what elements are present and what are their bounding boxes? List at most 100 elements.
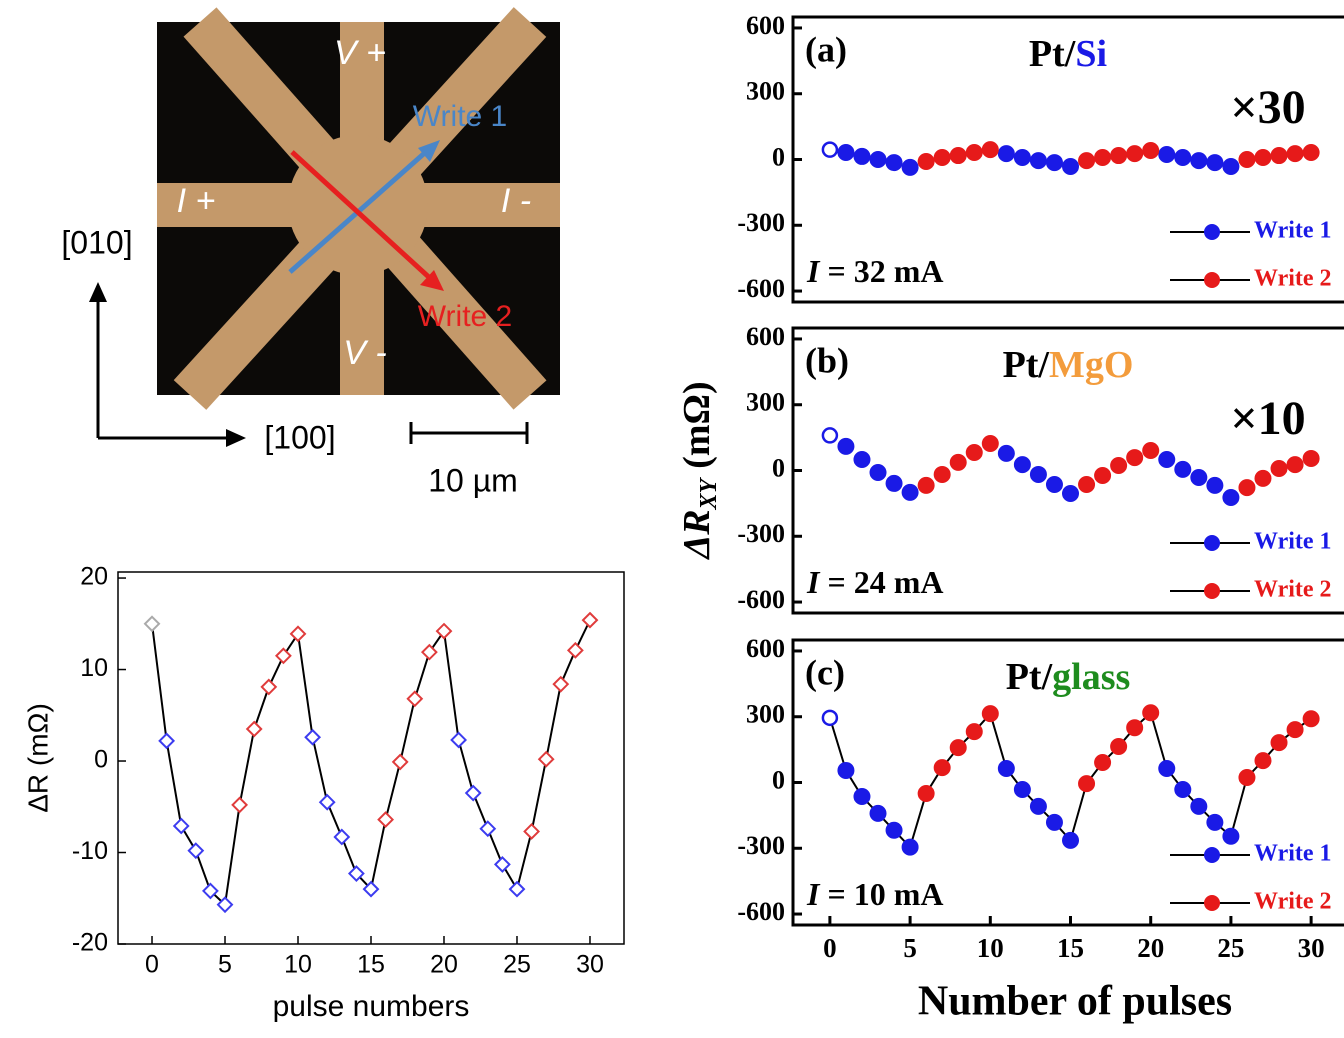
- panel-label: (a): [805, 29, 847, 69]
- data-point: [1127, 720, 1143, 736]
- x-tick-label: 10: [284, 951, 312, 979]
- data-point: [1127, 450, 1143, 466]
- data-point: [982, 142, 998, 158]
- data-point: [870, 464, 886, 480]
- y-tick-label: 0: [772, 453, 785, 482]
- y-tick-label: 0: [94, 746, 108, 774]
- data-point: [262, 680, 276, 694]
- data-point: [1111, 148, 1127, 164]
- legend-marker: [1204, 224, 1220, 240]
- data-point: [1239, 152, 1255, 168]
- y-tick-label: 300: [746, 77, 785, 106]
- current-label: I= 32 mA: [806, 253, 943, 289]
- y-tick-label: 0: [772, 142, 785, 171]
- x-axis-label: pulse numbers: [273, 990, 470, 1023]
- data-point: [1159, 452, 1175, 468]
- title-part: MgO: [1049, 344, 1133, 386]
- data-point: [466, 786, 480, 800]
- data-point: [838, 438, 854, 454]
- legend-marker: [1204, 847, 1220, 863]
- title-part: Pt/: [1006, 656, 1053, 698]
- legend-label: Write 2: [1254, 889, 1332, 915]
- data-point: [998, 760, 1014, 776]
- title-part: Si: [1075, 33, 1107, 75]
- x-tick-label: 15: [1057, 933, 1084, 963]
- legend-label: Write 2: [1254, 577, 1332, 603]
- data-point: [950, 148, 966, 164]
- data-point: [918, 477, 934, 493]
- data-point: [525, 824, 539, 838]
- panel-label: (c): [805, 652, 845, 692]
- label-write2: Write 2: [418, 300, 512, 333]
- current-symbol: I: [806, 876, 821, 912]
- data-point: [437, 624, 451, 638]
- y-tick-label: 20: [80, 563, 108, 591]
- data-point: [854, 148, 870, 164]
- data-point: [870, 152, 886, 168]
- data-point: [1159, 146, 1175, 162]
- y-tick-label: -300: [737, 831, 785, 860]
- data-point: [1111, 739, 1127, 755]
- data-point: [1175, 461, 1191, 477]
- data-point: [934, 760, 950, 776]
- data-point: [495, 857, 509, 871]
- y-tick-label: -600: [737, 274, 785, 303]
- x-tick-label: 20: [430, 951, 458, 979]
- y-label-unit: (mΩ): [676, 381, 718, 468]
- data-point: [539, 752, 553, 766]
- label-i-plus: I +: [177, 182, 216, 220]
- data-point: [1287, 146, 1303, 162]
- data-point: [1175, 150, 1191, 166]
- data-point: [1223, 159, 1239, 175]
- data-point: [1255, 470, 1271, 486]
- scale-factor: ×10: [1230, 392, 1305, 445]
- data-point: [1287, 722, 1303, 738]
- data-point: [554, 677, 568, 691]
- data-point: [1303, 144, 1319, 160]
- data-point: [1046, 155, 1062, 171]
- data-point: [1014, 782, 1030, 798]
- data-point: [1191, 153, 1207, 169]
- data-point: [1255, 753, 1271, 769]
- y-tick-label: 600: [746, 322, 785, 351]
- x-tick-label: 0: [823, 933, 837, 963]
- y-axis-label: ΔRXY(mΩ): [676, 381, 722, 560]
- y-label-symbol: ΔR: [676, 509, 718, 560]
- label-v-plus: V +: [334, 34, 386, 72]
- label-v-minus: V -: [343, 334, 386, 372]
- data-point: [1095, 150, 1111, 166]
- data-point: [1095, 468, 1111, 484]
- data-point: [233, 798, 247, 812]
- legend-label: Write 1: [1254, 529, 1332, 555]
- data-point: [1207, 814, 1223, 830]
- data-point: [1255, 150, 1271, 166]
- current-value: = 32 mA: [827, 253, 943, 289]
- x-tick-label: 0: [145, 951, 159, 979]
- data-point: [982, 436, 998, 452]
- data-point: [886, 822, 902, 838]
- y-tick-label: -600: [737, 897, 785, 926]
- title-part: glass: [1052, 656, 1130, 698]
- legend-marker: [1204, 535, 1220, 551]
- data-point: [1303, 711, 1319, 727]
- current-symbol: I: [806, 253, 821, 289]
- data-point: [823, 143, 837, 157]
- panel-title: Pt/MgO: [1003, 344, 1134, 386]
- data-point: [902, 839, 918, 855]
- data-line: [152, 620, 590, 905]
- scale-factor: ×30: [1230, 81, 1305, 134]
- data-point: [886, 155, 902, 171]
- data-point: [174, 819, 188, 833]
- data-point: [1079, 153, 1095, 169]
- data-point: [320, 795, 334, 809]
- data-point: [870, 805, 886, 821]
- data-point: [1271, 461, 1287, 477]
- data-point: [838, 762, 854, 778]
- scale-bar-label: 10 µm: [428, 462, 518, 498]
- data-point: [982, 706, 998, 722]
- y-tick-label: -600: [737, 585, 785, 614]
- axis-y-label: [010]: [61, 224, 132, 260]
- x-tick-label: 25: [1217, 933, 1244, 963]
- data-point: [408, 692, 422, 706]
- data-point: [1191, 470, 1207, 486]
